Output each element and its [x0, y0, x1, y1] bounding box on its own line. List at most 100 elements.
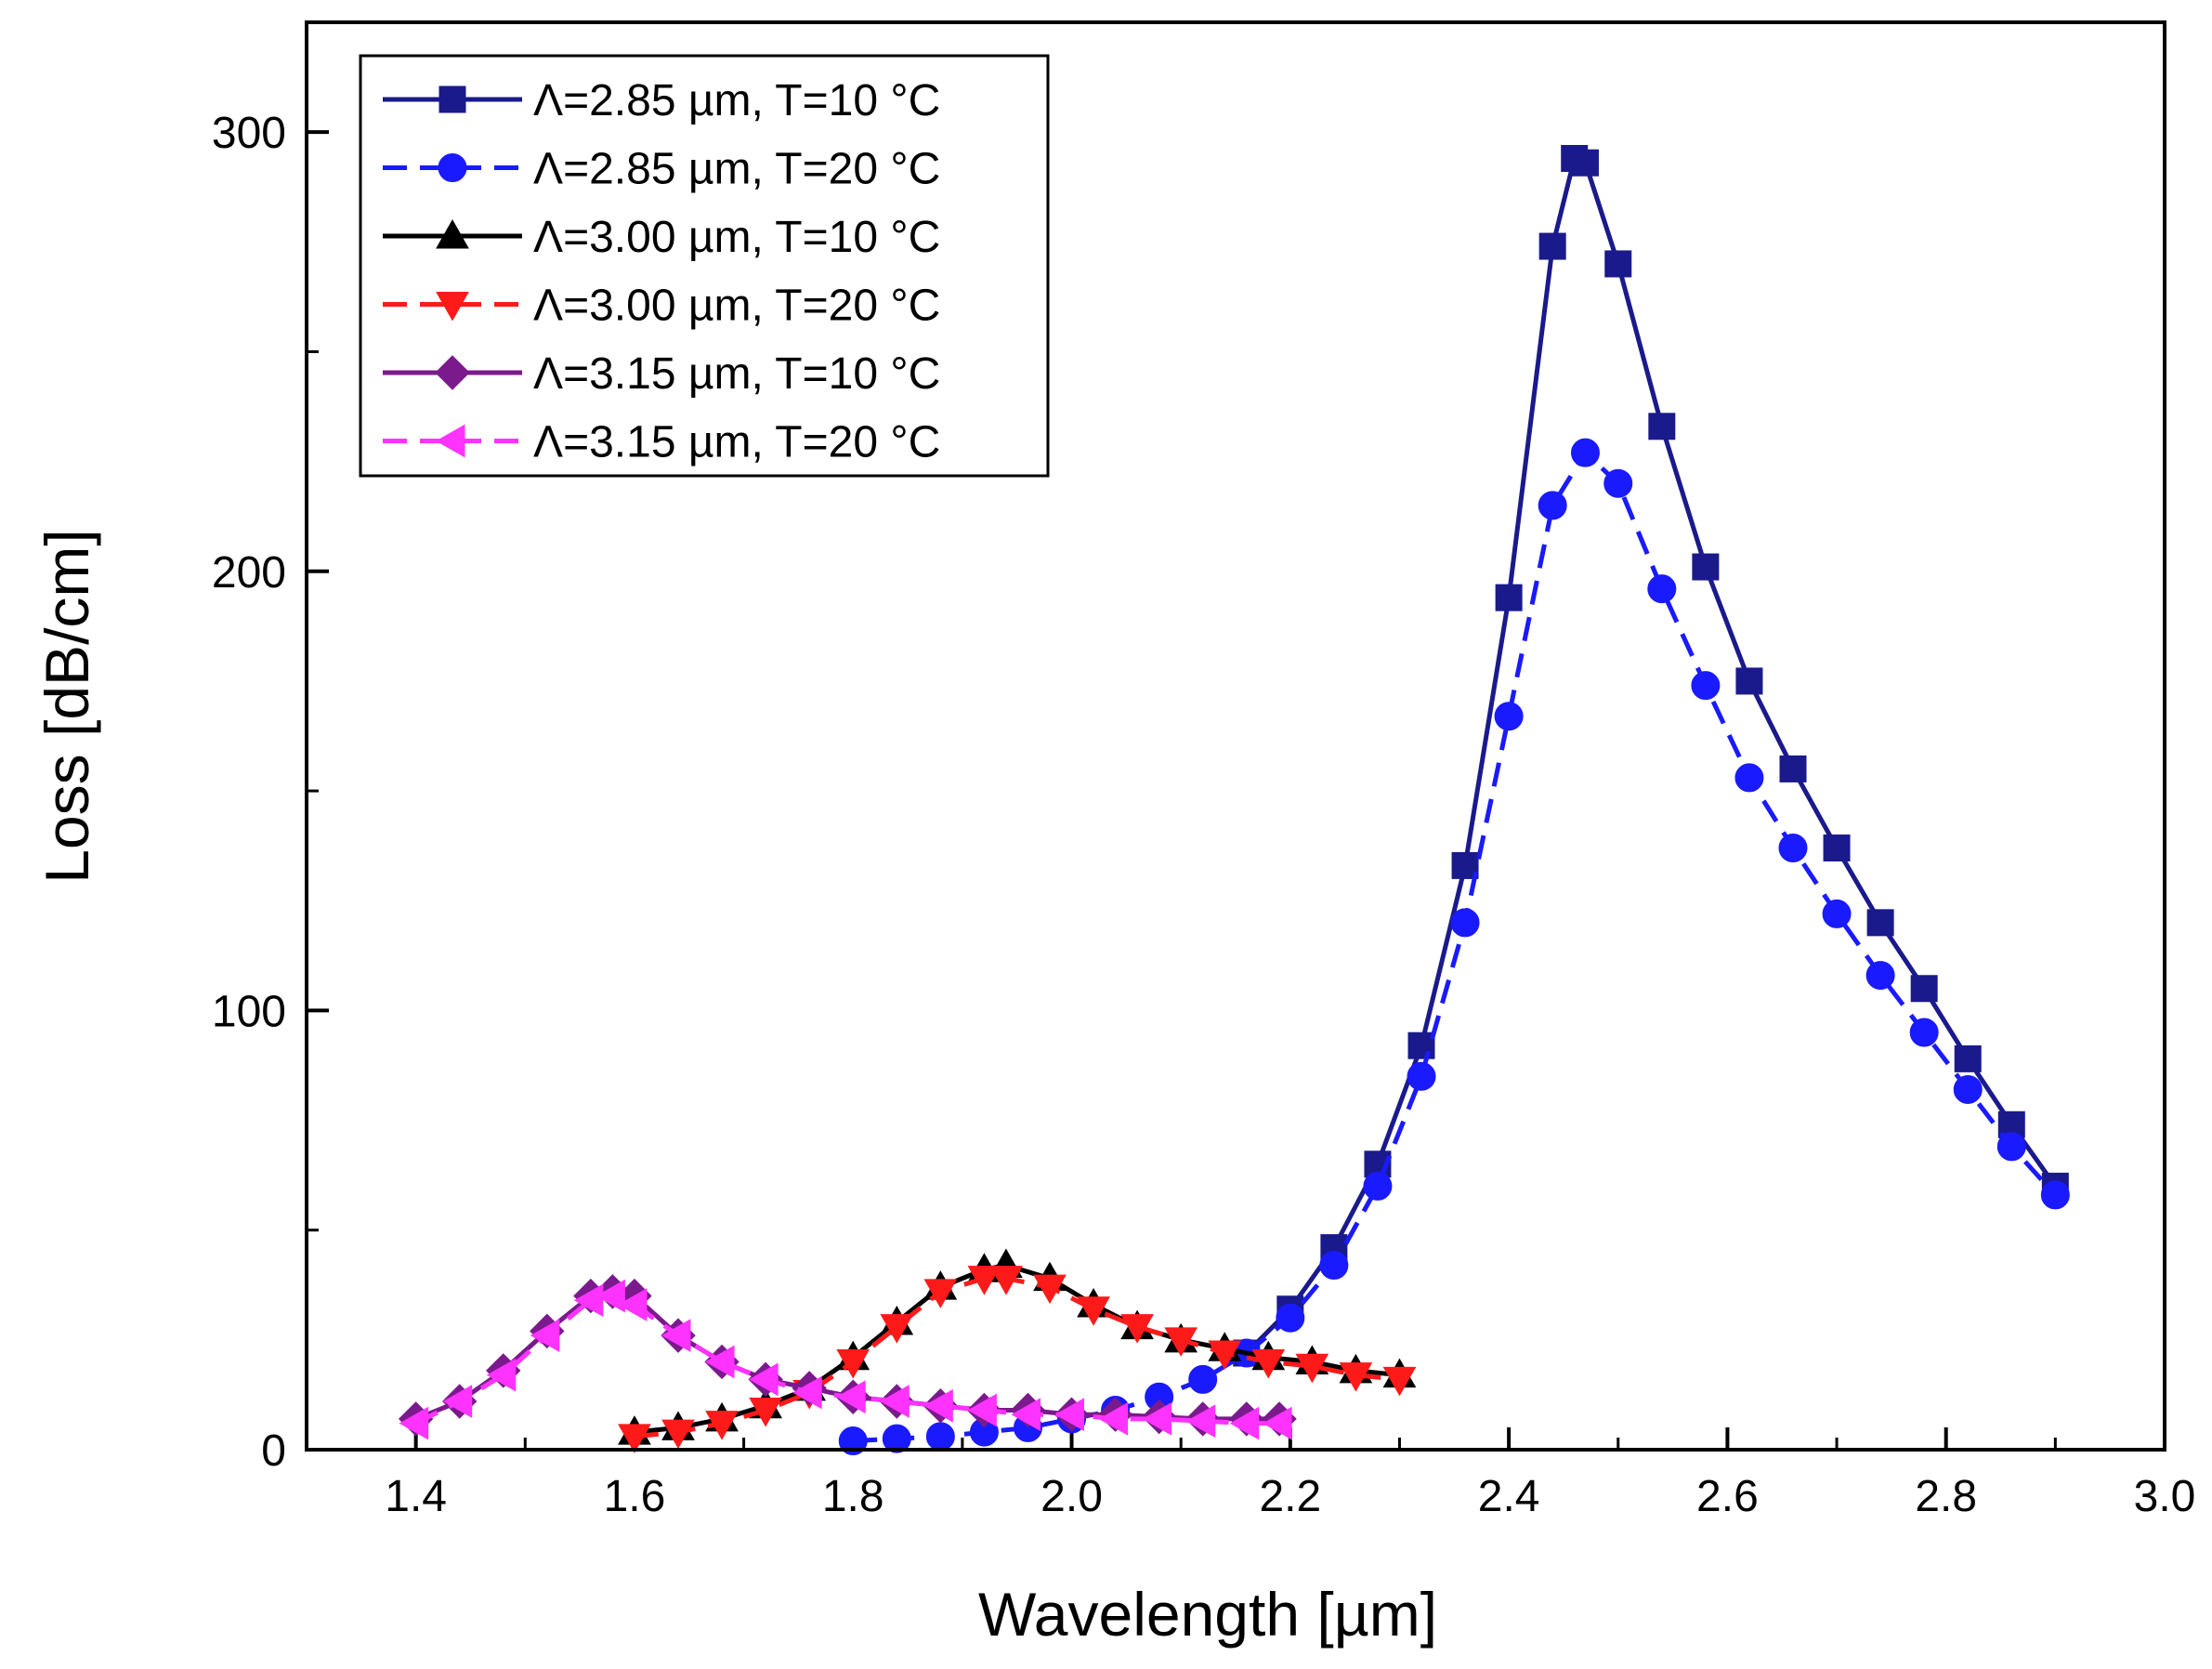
data-point [882, 1424, 911, 1453]
legend-marker [438, 153, 467, 182]
x-tick-label: 2.4 [1478, 1472, 1540, 1521]
data-point [705, 1345, 735, 1379]
x-axis-title: Wavelength [µm] [978, 1580, 1437, 1649]
data-point [1909, 1018, 1939, 1047]
data-point [1276, 1303, 1305, 1333]
data-point [1164, 1327, 1198, 1357]
data-point [1011, 1398, 1041, 1432]
data-point [749, 1397, 782, 1427]
data-point [967, 1266, 1001, 1295]
series-line [414, 1289, 1280, 1422]
data-point [1778, 834, 1808, 863]
data-point [1339, 1362, 1373, 1392]
data-point [923, 1279, 958, 1308]
data-point [1054, 1398, 1085, 1432]
data-point [1866, 909, 1894, 937]
data-point [1954, 1045, 1982, 1072]
series-line [414, 1294, 1280, 1426]
x-tick-label: 2.6 [1696, 1472, 1759, 1521]
data-point [1910, 975, 1938, 1003]
x-tick-label: 2.2 [1259, 1472, 1321, 1521]
legend-label: Λ=2.85 µm, T=10 °C [533, 76, 940, 125]
data-point [617, 1288, 648, 1321]
data-point [1494, 702, 1524, 731]
data-point [1407, 1061, 1436, 1091]
data-point [705, 1411, 739, 1440]
legend-label: Λ=3.00 µm, T=20 °C [533, 282, 940, 331]
legend-entry: Λ=3.00 µm, T=20 °C [383, 282, 940, 331]
legend-label: Λ=3.15 µm, T=10 °C [533, 349, 940, 399]
data-point [1571, 149, 1599, 177]
data-point [1734, 763, 1764, 793]
data-point [1450, 908, 1480, 938]
data-point [1098, 1402, 1129, 1436]
data-point [1033, 1274, 1067, 1305]
data-point [1251, 1348, 1286, 1379]
data-point [1319, 1251, 1349, 1281]
data-point [1142, 1402, 1172, 1436]
data-point [1295, 1353, 1329, 1384]
data-point [1823, 834, 1851, 862]
legend: Λ=2.85 µm, T=10 °C Λ=2.85 µm, T=20 °C Λ=3.… [359, 54, 1050, 478]
legend-marker [435, 424, 465, 458]
data-point [1263, 1406, 1292, 1440]
legend-label: Λ=2.85 µm, T=20 °C [533, 145, 940, 194]
data-point [399, 1406, 429, 1440]
data-point [1208, 1340, 1242, 1371]
legend-entry: Λ=2.85 µm, T=10 °C [383, 76, 940, 125]
data-point [530, 1319, 560, 1352]
data-point [1604, 250, 1632, 278]
data-point [618, 1424, 651, 1453]
data-point [1865, 961, 1895, 991]
series-4 [618, 1266, 1417, 1453]
legend-label: Λ=3.00 µm, T=10 °C [533, 213, 940, 262]
data-point [1495, 584, 1523, 611]
x-tick-label: 1.8 [822, 1472, 884, 1521]
legend-entry: Λ=3.00 µm, T=10 °C [383, 213, 940, 262]
data-point [1647, 574, 1677, 604]
series-6 [399, 1279, 1292, 1440]
data-point [573, 1283, 604, 1318]
data-point [1188, 1364, 1218, 1394]
x-tick-label: 3.0 [2134, 1472, 2196, 1521]
data-point [792, 1375, 822, 1410]
data-point [596, 1279, 625, 1313]
y-tick-label: 100 [212, 987, 286, 1036]
data-point [1996, 1132, 2026, 1162]
data-point [661, 1319, 691, 1352]
data-point [1692, 553, 1720, 581]
data-point [1538, 232, 1566, 260]
plot-series [398, 145, 2070, 1456]
data-point [1451, 851, 1479, 879]
data-point [880, 1314, 914, 1344]
data-point [1603, 468, 1633, 498]
data-point [925, 1422, 955, 1452]
axis-ticks: 1.4 1.6 1.8 2.0 2.2 2.4 2.6 2.8 3.0 0 100 200 300 [212, 109, 2195, 1521]
data-point [923, 1388, 953, 1423]
plot-area-frame [305, 20, 2166, 1452]
data-point [836, 1348, 870, 1379]
data-point [1363, 1171, 1393, 1201]
data-point [1382, 1366, 1417, 1397]
data-point [1691, 671, 1721, 701]
x-tick-label: 2.0 [1041, 1472, 1103, 1521]
y-tick-label: 0 [261, 1426, 286, 1476]
legend-marker [438, 85, 466, 113]
x-tick-label: 1.6 [604, 1472, 666, 1521]
data-point [1648, 413, 1676, 440]
legend-marker [435, 355, 470, 390]
x-tick-label: 2.8 [1915, 1472, 1977, 1521]
data-point [836, 1380, 866, 1414]
data-point [1229, 1406, 1260, 1440]
y-tick-label: 200 [212, 548, 286, 598]
data-point [661, 1419, 695, 1450]
data-point [1735, 667, 1763, 695]
x-tick-label: 1.4 [385, 1472, 447, 1521]
legend-marker [436, 292, 469, 322]
data-point [486, 1358, 517, 1392]
data-point [880, 1385, 910, 1418]
data-point [1120, 1314, 1154, 1344]
data-point [967, 1393, 997, 1427]
data-point [749, 1362, 779, 1397]
